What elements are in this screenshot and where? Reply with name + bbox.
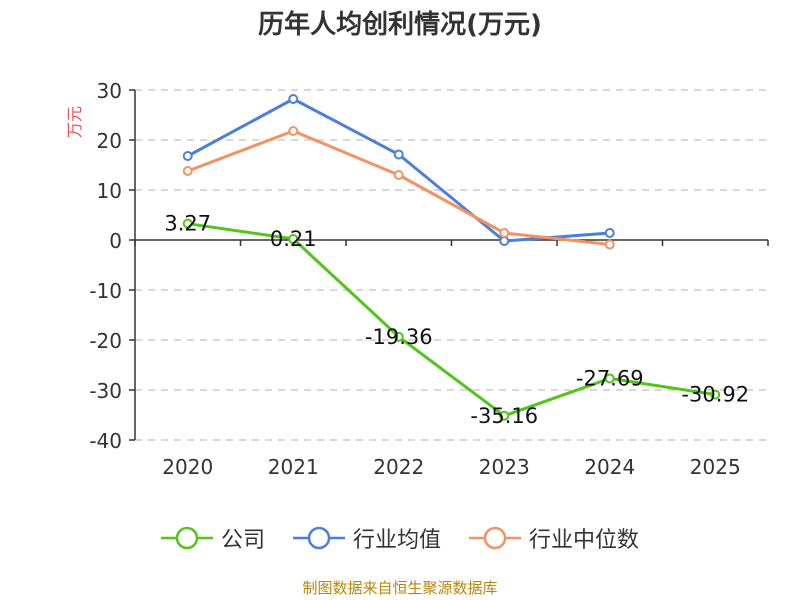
data-point bbox=[288, 94, 299, 104]
data-point bbox=[288, 233, 299, 244]
legend-item[interactable]: 行业均值 bbox=[292, 522, 441, 554]
y-tick-label: -10 bbox=[89, 279, 122, 303]
data-point bbox=[499, 236, 510, 246]
y-tick-label: 30 bbox=[97, 79, 122, 103]
data-label: -30.92 bbox=[681, 383, 749, 407]
x-tick-label: 2020 bbox=[162, 455, 213, 479]
data-point bbox=[499, 410, 510, 421]
legend-label: 公司 bbox=[220, 528, 265, 553]
x-tick-label: 2023 bbox=[479, 455, 530, 479]
data-source-footer: 制图数据来自恒生聚源数据库 bbox=[302, 579, 498, 597]
data-point bbox=[182, 166, 193, 176]
legend-marker-icon bbox=[469, 526, 521, 550]
data-label: -35.16 bbox=[470, 404, 538, 428]
data-point bbox=[393, 170, 404, 180]
data-point bbox=[182, 218, 193, 229]
y-tick-label: -30 bbox=[89, 379, 122, 403]
y-tick-label: 0 bbox=[109, 229, 122, 253]
series-line-2 bbox=[187, 129, 610, 246]
data-label: 0.21 bbox=[270, 227, 317, 251]
legend-marker-icon bbox=[160, 526, 213, 550]
data-point bbox=[604, 239, 615, 250]
data-point bbox=[710, 389, 721, 400]
line-chart: 30 20 10 0 -10 -20 -30 -40 2020 2021 2022 2023 2024 2… bbox=[65, 79, 769, 479]
y-tick-label: -40 bbox=[89, 429, 122, 453]
x-tick-label: 2022 bbox=[373, 455, 424, 479]
legend-item[interactable]: 公司 bbox=[160, 522, 265, 554]
legend-label: 行业中位数 bbox=[529, 528, 640, 553]
y-tick-label: -20 bbox=[89, 329, 122, 353]
series-line-1 bbox=[187, 97, 610, 243]
x-tick-label: 2021 bbox=[268, 455, 319, 479]
chart-legend: 公司 行业均值 行业中位数 bbox=[0, 518, 800, 558]
chart-title: 历年人均创利情况(万元) bbox=[258, 10, 542, 40]
data-point bbox=[604, 373, 615, 384]
data-point bbox=[499, 228, 510, 238]
y-tick-label: 10 bbox=[97, 179, 122, 203]
series-line-0 bbox=[187, 222, 716, 418]
data-point bbox=[288, 126, 299, 136]
data-label: -27.69 bbox=[576, 366, 644, 390]
x-tick-label: 2025 bbox=[690, 455, 741, 479]
data-label: 3.27 bbox=[164, 212, 211, 236]
data-label: -19.36 bbox=[365, 325, 433, 349]
legend-item[interactable]: 行业中位数 bbox=[469, 522, 639, 554]
y-axis-label: 万元 bbox=[65, 106, 84, 138]
x-tick-label: 2024 bbox=[584, 455, 635, 479]
data-point bbox=[182, 151, 193, 161]
data-point bbox=[604, 228, 615, 238]
data-point bbox=[393, 331, 404, 342]
legend-marker-icon bbox=[292, 526, 345, 550]
data-point bbox=[393, 149, 404, 160]
legend-label: 行业均值 bbox=[352, 528, 441, 553]
y-tick-label: 20 bbox=[97, 129, 122, 153]
